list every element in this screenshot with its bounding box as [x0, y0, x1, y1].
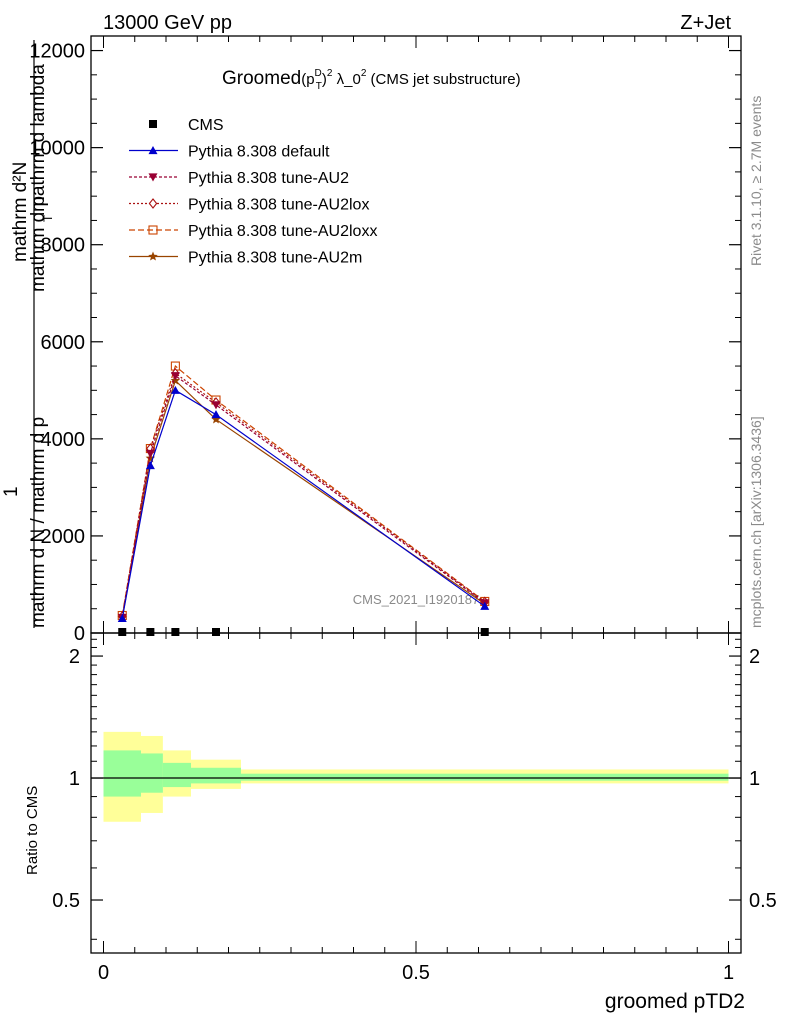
y-label-numerator-tail: mathrm d lambda — [28, 64, 49, 212]
legend-marker — [148, 251, 158, 261]
plot-title-sup-d: D — [315, 68, 322, 79]
main-series — [117, 361, 490, 636]
series-point — [171, 628, 180, 636]
ratio-band-green — [141, 753, 163, 793]
series-4 — [117, 361, 490, 621]
y-label-numerator-top: mathrm d²N — [10, 162, 31, 262]
series-line — [121, 389, 486, 619]
plot-title-p: (p — [301, 71, 314, 88]
series-2 — [117, 372, 490, 622]
legend-entry: CMS — [149, 117, 224, 134]
series-point — [211, 401, 221, 410]
y-label-one: 1 — [1, 486, 22, 497]
legend-label: Pythia 8.308 tune-AU2m — [188, 250, 362, 267]
series-line — [121, 379, 486, 619]
plot-title-main: Groomed — [222, 68, 301, 89]
process-label: Z+Jet — [680, 12, 731, 34]
legend-marker — [148, 198, 158, 209]
ratio-band-green — [162, 762, 191, 788]
series-point — [117, 613, 127, 623]
series-point — [145, 461, 155, 470]
y-tick-label: 6000 — [41, 332, 86, 354]
series-point — [480, 628, 489, 636]
plot-title-sup-2: 2 — [327, 68, 333, 79]
rivet-label: Rivet 3.1.10, ≥ 2.7M events — [748, 96, 764, 266]
plot-title-sup-2b: 2 — [361, 68, 367, 79]
series-point — [480, 601, 490, 610]
y-tick-label: 10000 — [29, 138, 85, 160]
legend-marker — [148, 173, 158, 182]
series-point — [211, 410, 221, 419]
analysis-watermark: CMS_2021_I1920187 — [353, 592, 480, 607]
legend-entry: Pythia 8.308 tune-AU2m — [129, 250, 362, 267]
energy-label: 13000 GeV pp — [103, 12, 232, 34]
series-1 — [117, 385, 490, 623]
y-label-numerator-bottom: mathrm d p — [28, 196, 49, 292]
ratio-band-green — [241, 773, 729, 781]
series-line — [121, 372, 486, 617]
axes: 0 2000 4000 6000 8000 10000 12000 0 0.5 1 0.5 0.5 1 1… — [29, 35, 777, 984]
legend-label: Pythia 8.308 tune-AU2 — [188, 170, 349, 187]
series-5 — [117, 375, 490, 622]
plot-title: Groomed(pD T)2 λ_02 (CMS jet substructure… — [222, 68, 521, 92]
x-tick-label: 0 — [98, 962, 109, 984]
legend-entry: Pythia 8.308 tune-AU2lox — [129, 197, 369, 214]
series-point — [170, 385, 180, 394]
series-0 — [118, 628, 489, 636]
legend-marker — [148, 146, 158, 155]
legend-marker — [149, 120, 157, 128]
y-label-denominator: mathrm d N / mathrm d p — [28, 417, 49, 628]
series-point — [146, 628, 155, 636]
legend-label: Pythia 8.308 tune-AU2lox — [188, 197, 369, 214]
y-label-sub-t: T — [41, 214, 55, 222]
y-axis-label-main: mathrm d²N mathrm d lambda mathrm d p T … — [1, 40, 55, 628]
legend-label: CMS — [188, 117, 224, 134]
y-tick-label: 12000 — [29, 41, 85, 63]
plot-title-sub-t: T — [316, 81, 322, 92]
legend-marker — [148, 225, 158, 235]
series-3 — [117, 367, 490, 622]
mcplots-label: mcplots.cern.ch [arXiv:1306.3436] — [748, 416, 764, 628]
series-point — [212, 628, 220, 636]
series-point — [211, 414, 221, 424]
y-tick-label: 4000 — [41, 429, 86, 451]
legend-entry: Pythia 8.308 default — [129, 144, 330, 161]
ratio-tick-label-left: 2 — [69, 646, 80, 668]
y-tick-label: 2000 — [41, 526, 86, 548]
legend-label: Pythia 8.308 tune-AU2loxx — [188, 223, 377, 240]
plot-title-close: ) — [322, 71, 327, 88]
ratio-band-green — [103, 750, 141, 797]
plot-title-tail: (CMS jet substructure) — [366, 71, 520, 88]
x-axis-label: groomed pTD2 — [605, 990, 745, 1013]
ratio-tick-label-right: 1 — [749, 768, 760, 790]
series-point — [118, 628, 127, 636]
legend-entry: Pythia 8.308 tune-AU2loxx — [129, 223, 377, 240]
ratio-tick-label-right: 2 — [749, 646, 760, 668]
ratio-bands — [91, 731, 741, 822]
ratio-tick-label-right: 0.5 — [749, 890, 777, 912]
ratio-tick-label-left: 1 — [69, 768, 80, 790]
y-tick-label: 0 — [74, 623, 85, 645]
series-point — [145, 449, 155, 458]
series-line — [121, 365, 486, 616]
legend-label: Pythia 8.308 default — [188, 144, 330, 161]
x-tick-label: 1 — [723, 962, 734, 984]
series-point — [170, 372, 180, 381]
ratio-band-green — [191, 767, 241, 784]
ratio-tick-label-left: 0.5 — [52, 890, 80, 912]
y-tick-label: 8000 — [41, 235, 86, 257]
legend: CMS Pythia 8.308 default Pythia 8.308 tune… — [129, 117, 377, 267]
plot-title-rest: λ_0 — [332, 71, 360, 88]
x-tick-label: 0.5 — [402, 962, 430, 984]
legend-entry: Pythia 8.308 tune-AU2 — [129, 170, 349, 187]
series-line — [121, 374, 486, 618]
y-axis-label-ratio: Ratio to CMS — [24, 786, 41, 875]
